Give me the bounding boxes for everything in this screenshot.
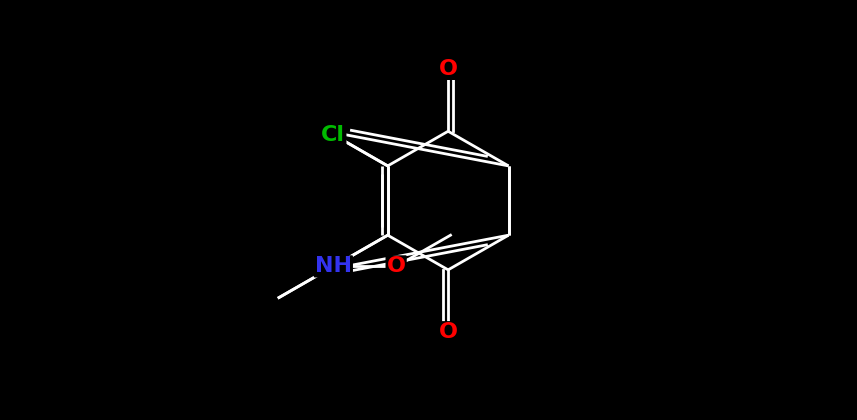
Text: O: O	[387, 256, 405, 276]
Text: NH: NH	[315, 256, 352, 276]
Text: O: O	[439, 59, 458, 79]
Text: O: O	[439, 322, 458, 342]
Text: Cl: Cl	[321, 125, 345, 145]
